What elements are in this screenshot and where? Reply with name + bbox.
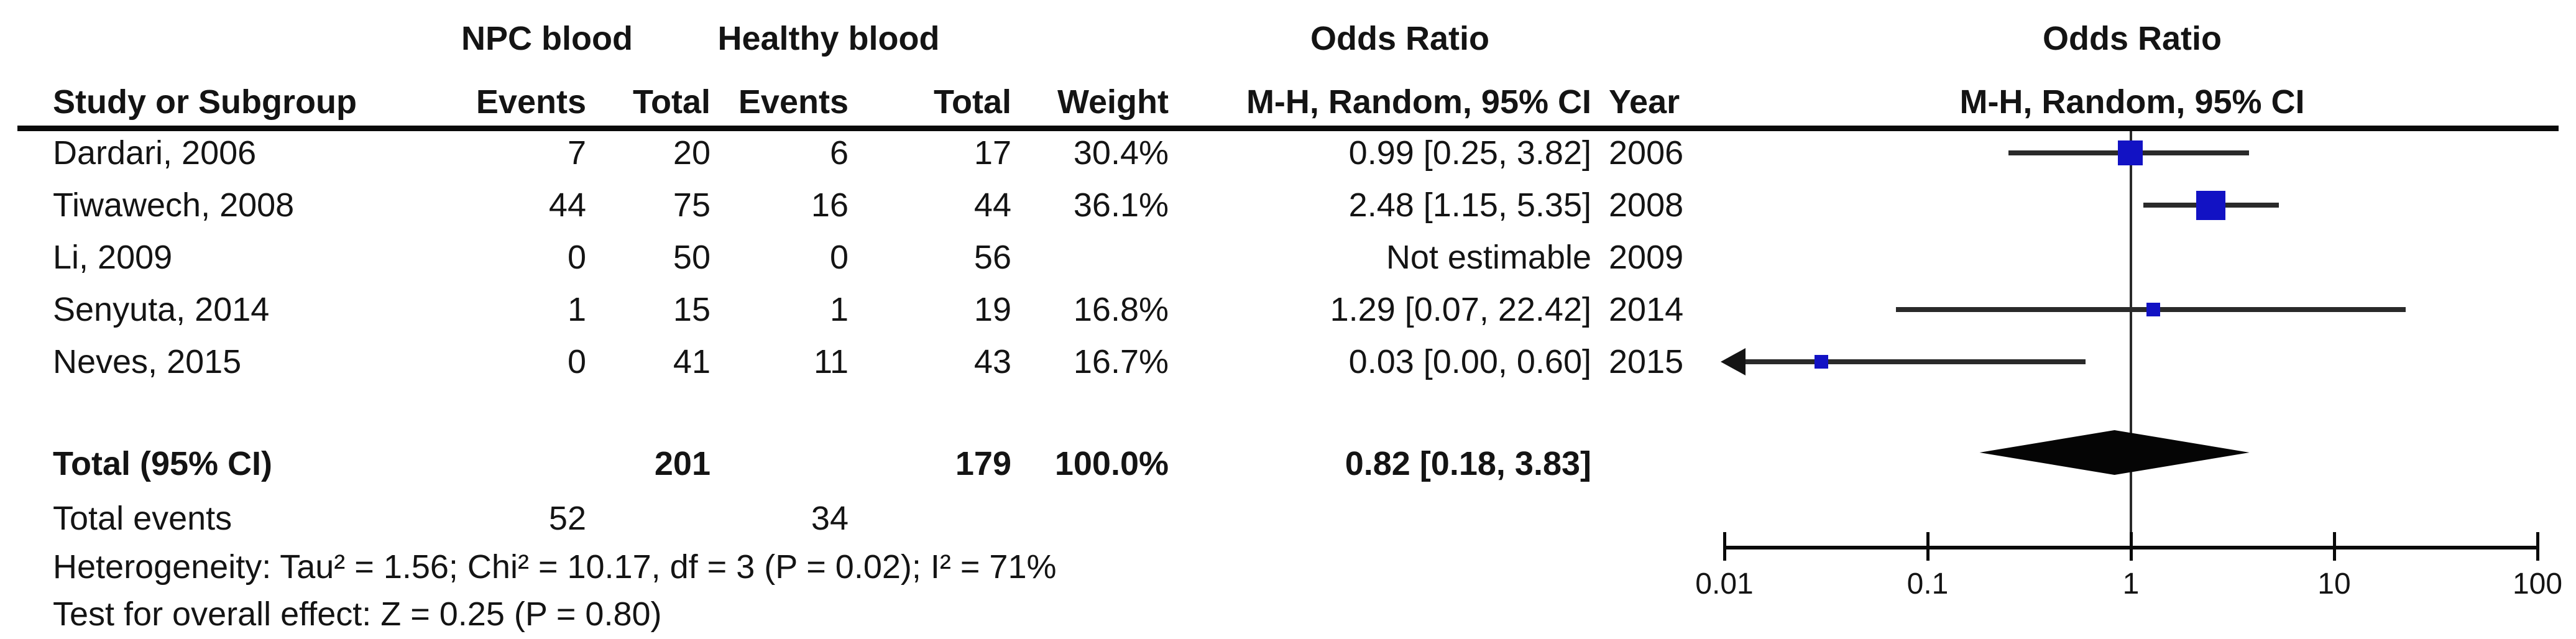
total-events-label: Total events [53, 500, 232, 537]
or-square-marker [2196, 190, 2226, 220]
weight-column-header: Weight [1057, 83, 1169, 121]
cell-year: 2015 [1609, 343, 1684, 380]
arrow-left-icon [1721, 348, 1746, 375]
plot-method-header: M-H, Random, 95% CI [1959, 83, 2305, 121]
cell-year: 2008 [1609, 186, 1684, 224]
x-axis-tick-label: 1 [2122, 568, 2140, 600]
total-events-group2: 34 [811, 500, 849, 537]
total-events-group1: 52 [548, 500, 586, 537]
group1-header: NPC blood [461, 20, 633, 57]
cell-events2: 1 [829, 291, 849, 328]
cell-total1: 20 [673, 134, 711, 172]
x-axis-tick-label: 0.1 [1907, 568, 1949, 600]
total-cell-weight: 100.0% [1054, 445, 1169, 482]
cell-events2: 11 [813, 343, 849, 380]
total1-column-header: Total [633, 83, 711, 121]
x-axis-tick [2536, 532, 2539, 561]
or-square-marker [1815, 355, 1829, 369]
x-axis-tick-label: 0.01 [1695, 568, 1754, 600]
cell-events1: 1 [567, 291, 586, 328]
cell-events1: 0 [567, 239, 586, 276]
cell-events1: 44 [548, 186, 586, 224]
or-square-marker [2117, 140, 2143, 165]
cell-study: Senyuta, 2014 [53, 291, 270, 328]
x-axis-tick-label: 100 [2512, 568, 2563, 600]
odds-ratio-column-title: Odds Ratio [1310, 20, 1489, 57]
cell-total1: 75 [673, 186, 711, 224]
cell-year: 2006 [1609, 134, 1684, 172]
no-effect-line [2130, 131, 2132, 548]
total2-column-header: Total [934, 83, 1011, 121]
cell-or_text: 0.03 [0.00, 0.60] [1348, 343, 1591, 380]
total-cell-study: Total (95% CI) [53, 445, 273, 482]
study-column-header: Study or Subgroup [53, 83, 357, 121]
or-square-marker [2146, 303, 2161, 316]
cell-events2: 6 [829, 134, 849, 172]
cell-total2: 43 [973, 343, 1011, 380]
cell-or_text: 1.29 [0.07, 22.42] [1330, 291, 1591, 328]
cell-study: Dardari, 2006 [53, 134, 257, 172]
x-axis-tick [2130, 532, 2133, 561]
group2-header: Healthy blood [717, 20, 940, 57]
cell-events1: 7 [567, 134, 586, 172]
cell-events2: 16 [811, 186, 849, 224]
year-column-header: Year [1609, 83, 1680, 121]
summary-diamond [1979, 430, 2250, 475]
cell-total2: 19 [973, 291, 1011, 328]
total-cell-total1: 201 [654, 445, 711, 482]
cell-or_text: 2.48 [1.15, 5.35] [1348, 186, 1591, 224]
cell-study: Tiwawech, 2008 [53, 186, 295, 224]
cell-total2: 17 [973, 134, 1011, 172]
cell-weight: 16.7% [1073, 343, 1169, 380]
events2-column-header: Events [738, 83, 849, 121]
cell-or_text: Not estimable [1386, 239, 1591, 276]
overall-effect-stats: Test for overall effect: Z = 0.25 (P = 0… [53, 595, 662, 633]
x-axis-tick [1926, 532, 1930, 561]
cell-year: 2009 [1609, 239, 1684, 276]
cell-study: Neves, 2015 [53, 343, 242, 380]
cell-total1: 50 [673, 239, 711, 276]
x-axis-tick [1723, 532, 1726, 561]
cell-year: 2014 [1609, 291, 1684, 328]
cell-or_text: 0.99 [0.25, 3.82] [1348, 134, 1591, 172]
cell-events1: 0 [567, 343, 586, 380]
x-axis-tick-label: 10 [2317, 568, 2351, 600]
x-axis-tick [2333, 532, 2336, 561]
ci-line [1746, 359, 2086, 364]
plot-title: Odds Ratio [2042, 20, 2222, 57]
header-divider [17, 126, 2559, 131]
cell-weight: 16.8% [1073, 291, 1169, 328]
cell-weight: 36.1% [1073, 186, 1169, 224]
total-cell-or_text: 0.82 [0.18, 3.83] [1345, 445, 1591, 482]
total-cell-total2: 179 [955, 445, 1011, 482]
cell-total2: 44 [973, 186, 1011, 224]
cell-events2: 0 [829, 239, 849, 276]
cell-total2: 56 [973, 239, 1011, 276]
cell-total1: 15 [673, 291, 711, 328]
cell-study: Li, 2009 [53, 239, 173, 276]
events1-column-header: Events [476, 83, 586, 121]
cell-total1: 41 [673, 343, 711, 380]
cell-weight: 30.4% [1073, 134, 1169, 172]
heterogeneity-stats: Heterogeneity: Tau² = 1.56; Chi² = 10.17… [53, 548, 1057, 586]
or-method-column-header: M-H, Random, 95% CI [1246, 83, 1591, 121]
